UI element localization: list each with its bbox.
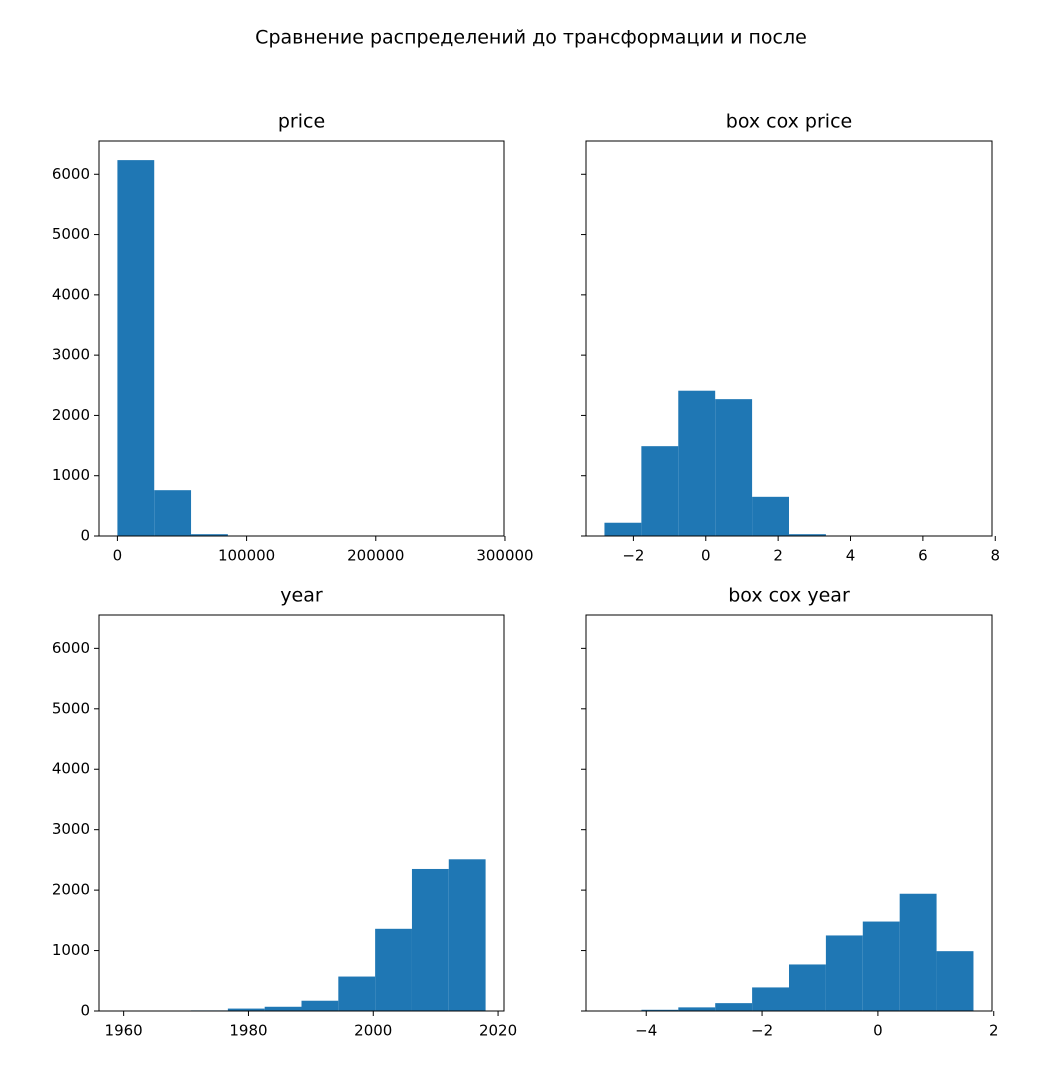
axes-frame bbox=[585, 140, 993, 537]
bar bbox=[825, 935, 863, 1011]
x-tick-label: 4 bbox=[846, 547, 856, 565]
axes-frame bbox=[98, 614, 505, 1012]
y-tick-label: 4000 bbox=[52, 285, 90, 303]
x-tick-label: −2 bbox=[622, 547, 644, 565]
bar bbox=[715, 1003, 753, 1011]
y-tick-label: 4000 bbox=[52, 760, 90, 778]
subplot-title: box cox price bbox=[726, 111, 852, 133]
subplot-title: year bbox=[280, 585, 323, 607]
bar bbox=[641, 446, 679, 536]
bar bbox=[154, 490, 192, 536]
bar bbox=[678, 390, 716, 536]
x-tick-label: 2020 bbox=[479, 1022, 517, 1040]
bar bbox=[715, 399, 753, 536]
x-tick-label: 0 bbox=[701, 547, 711, 565]
y-tick-label: 1000 bbox=[52, 941, 90, 959]
y-tick-label: 3000 bbox=[52, 820, 90, 838]
bar bbox=[789, 534, 826, 536]
y-tick-label: 1000 bbox=[52, 466, 90, 484]
axes-frame bbox=[585, 614, 993, 1012]
x-tick-label: 0 bbox=[113, 547, 123, 565]
bar bbox=[264, 1006, 302, 1011]
bar bbox=[301, 1000, 339, 1011]
bar bbox=[862, 921, 900, 1011]
x-tick-label: 6 bbox=[918, 547, 928, 565]
y-tick-label: 2000 bbox=[52, 881, 90, 899]
bar bbox=[641, 1009, 679, 1011]
bar bbox=[448, 859, 486, 1011]
x-tick-label: 1960 bbox=[105, 1022, 143, 1040]
bar bbox=[936, 951, 974, 1011]
x-tick-label: 100000 bbox=[218, 547, 275, 565]
bar bbox=[338, 976, 376, 1011]
bar bbox=[604, 522, 642, 536]
bar bbox=[191, 534, 228, 536]
bar bbox=[375, 928, 412, 1011]
y-tick-label: 2000 bbox=[52, 406, 90, 424]
bar bbox=[411, 868, 449, 1011]
bar bbox=[789, 964, 826, 1011]
y-tick-label: 6000 bbox=[52, 639, 90, 657]
bar bbox=[117, 160, 155, 536]
x-tick-label: −2 bbox=[751, 1022, 773, 1040]
x-tick-label: 0 bbox=[873, 1022, 883, 1040]
x-tick-label: 8 bbox=[990, 547, 1000, 565]
x-tick-label: −4 bbox=[635, 1022, 657, 1040]
bar bbox=[752, 496, 789, 536]
x-tick-label: 1980 bbox=[229, 1022, 267, 1040]
x-tick-label: 200000 bbox=[347, 547, 404, 565]
y-tick-label: 0 bbox=[80, 1002, 90, 1020]
y-tick-label: 0 bbox=[80, 527, 90, 545]
x-tick-label: 2 bbox=[989, 1022, 999, 1040]
figure-title: Сравнение распределений до трансформации… bbox=[255, 27, 807, 49]
axes-frame bbox=[98, 140, 505, 537]
subplot-title: price bbox=[278, 111, 325, 133]
bar bbox=[899, 893, 937, 1011]
x-tick-label: 2000 bbox=[354, 1022, 392, 1040]
y-tick-label: 6000 bbox=[52, 165, 90, 183]
bar bbox=[227, 1008, 265, 1011]
subplot-title: box cox year bbox=[728, 585, 850, 607]
bar bbox=[678, 1007, 716, 1011]
bar bbox=[752, 987, 789, 1011]
x-tick-label: 300000 bbox=[476, 547, 533, 565]
x-tick-label: 2 bbox=[773, 547, 783, 565]
y-tick-label: 5000 bbox=[52, 699, 90, 717]
y-tick-label: 3000 bbox=[52, 346, 90, 364]
y-tick-label: 5000 bbox=[52, 225, 90, 243]
